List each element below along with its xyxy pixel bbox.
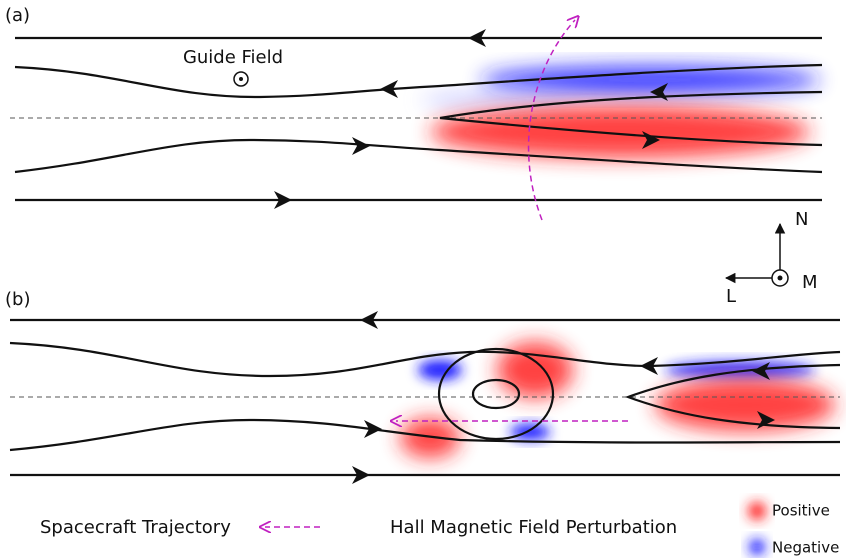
guide-field-label: Guide Field <box>183 47 283 68</box>
axis-m: M <box>802 272 818 293</box>
panel-label: (b) <box>5 289 30 310</box>
panel-label: (a) <box>5 5 30 26</box>
axis-l: L <box>726 286 736 307</box>
guide-field-dot <box>239 77 243 81</box>
legend-trajectory: Spacecraft Trajectory <box>40 517 231 538</box>
legend-positive-swatch <box>748 502 766 520</box>
axes-indicator <box>726 224 788 286</box>
legend-positive: Positive <box>772 502 830 520</box>
legend-negative-swatch <box>749 539 765 555</box>
axis-n: N <box>795 209 808 230</box>
diagram: (a) Guide Field N L M (b) Spacecraft Tra… <box>0 0 846 558</box>
legend-negative: Negative <box>772 539 839 557</box>
legend-hall: Hall Magnetic Field Perturbation <box>390 517 677 538</box>
field-lines-b <box>10 311 840 484</box>
